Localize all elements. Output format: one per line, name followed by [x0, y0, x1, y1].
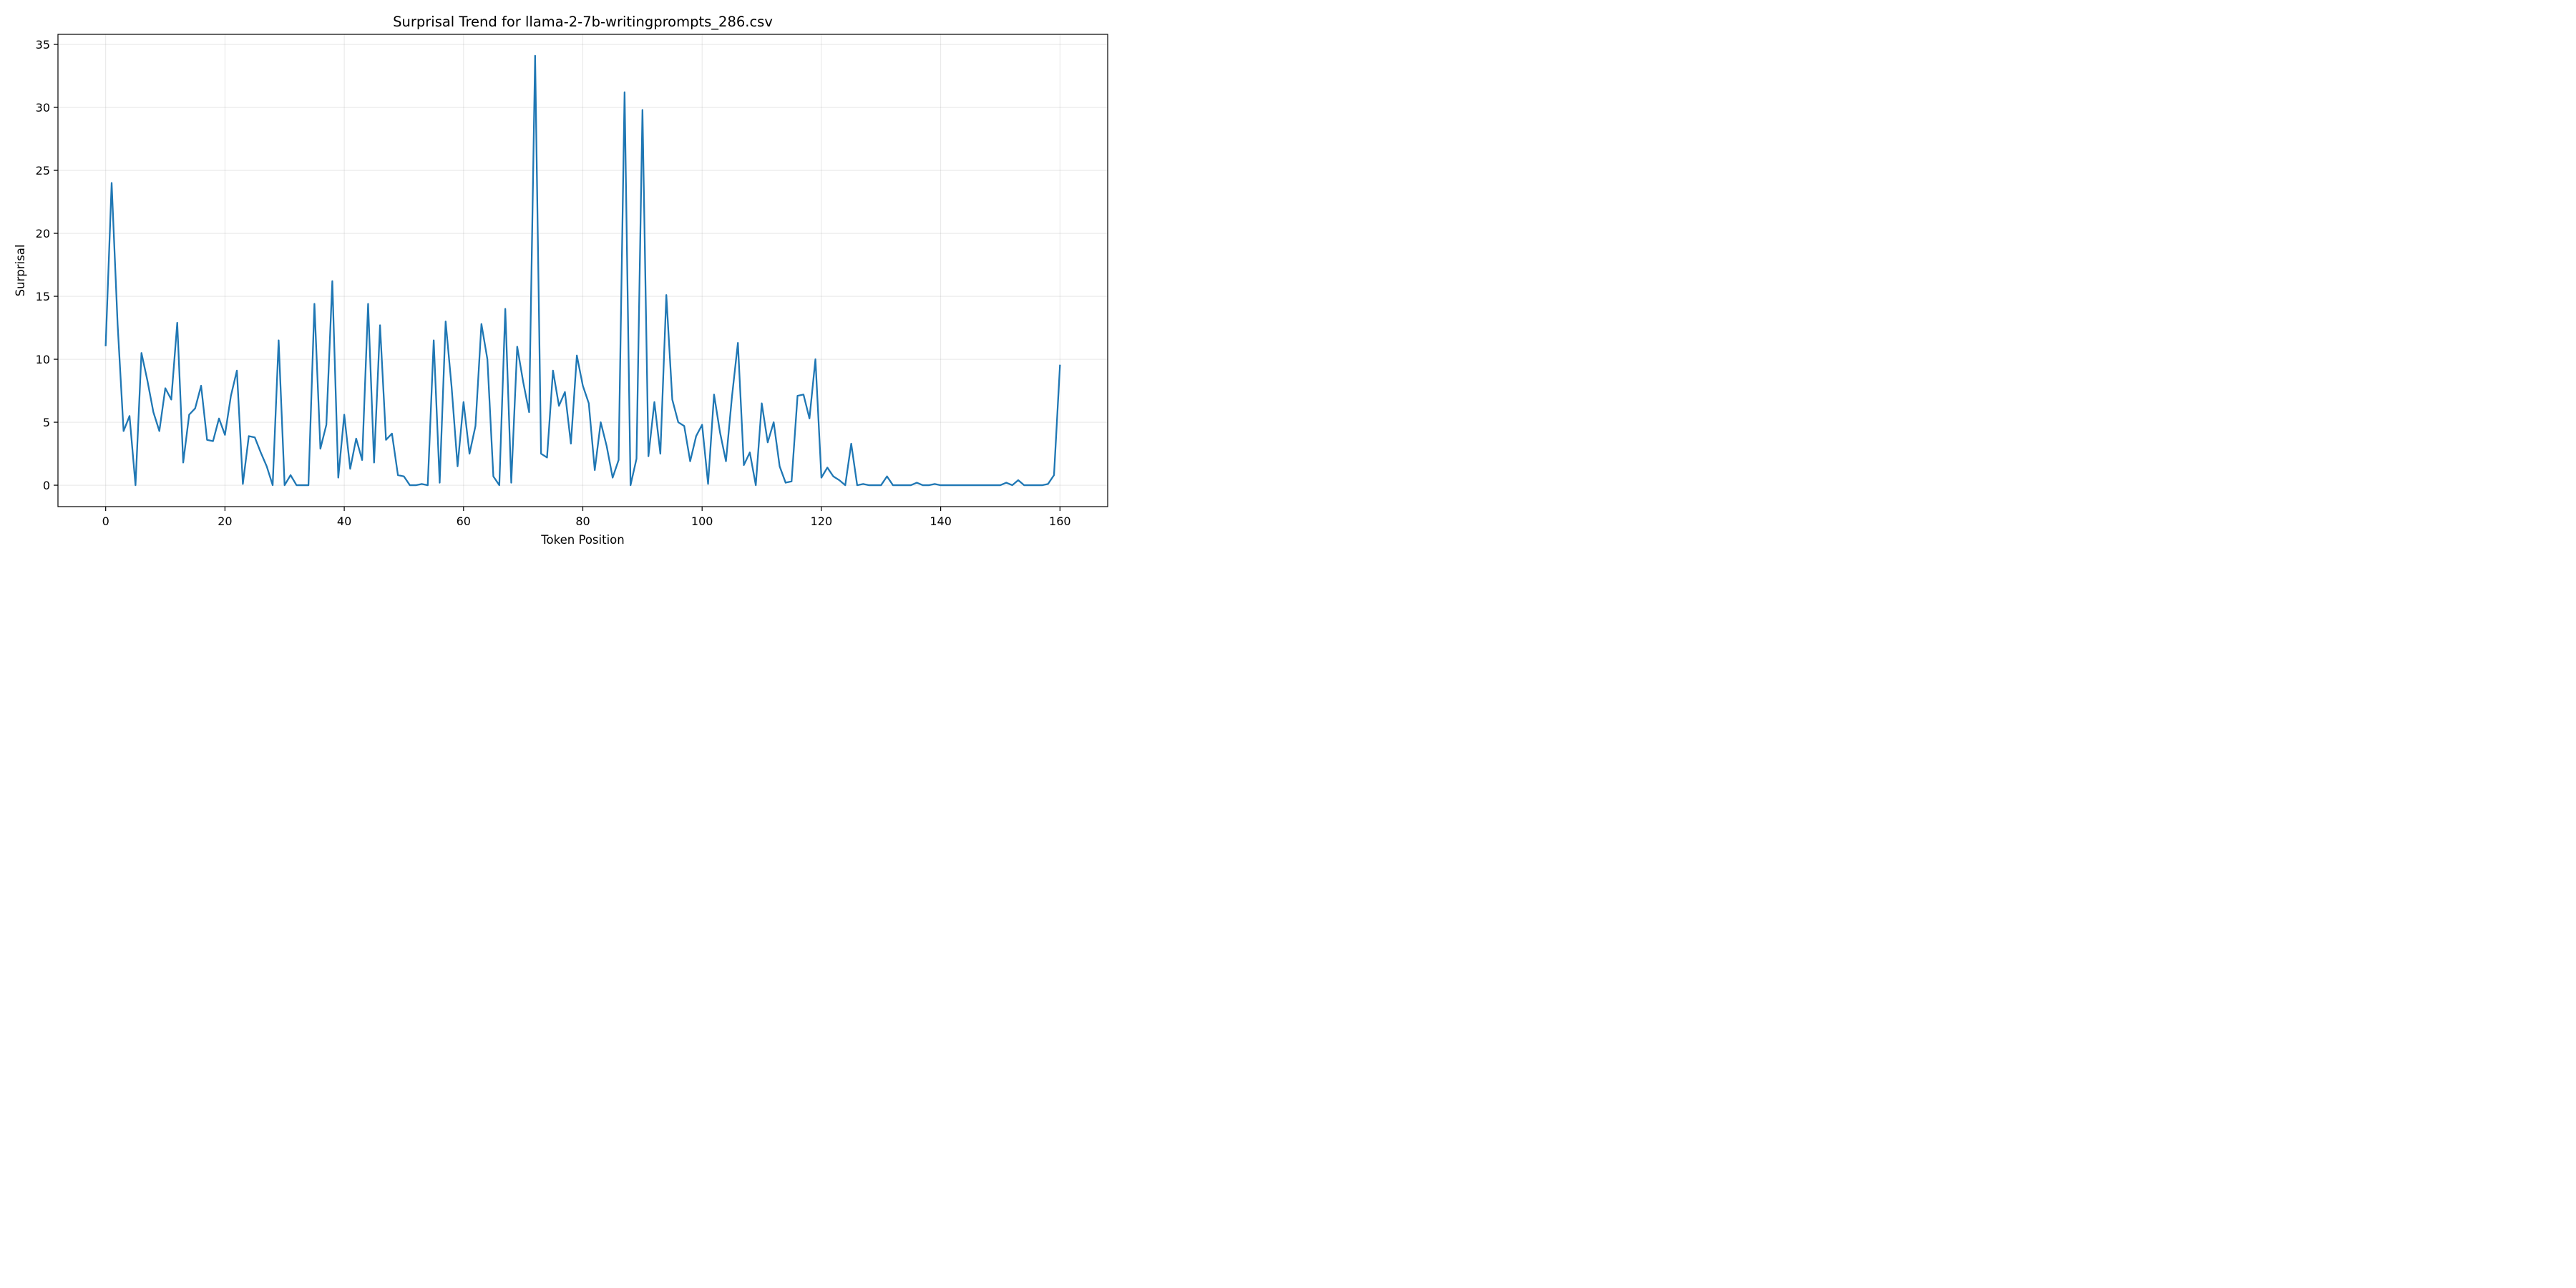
x-tick-label: 100 [691, 514, 713, 528]
surprisal-line-chart: 0 20 40 60 80 100 120 140 160 0 5 10 15 20 25 30 35 Surp… [0, 0, 1122, 561]
y-tick-label: 30 [36, 101, 50, 114]
x-tick-label: 140 [930, 514, 952, 528]
x-tick-label: 60 [457, 514, 471, 528]
series-layer [104, 54, 1061, 487]
surprisal-series-line [104, 54, 1061, 487]
y-tick-label: 25 [36, 164, 50, 177]
y-tick-label: 10 [36, 353, 50, 366]
x-tick-label: 120 [811, 514, 833, 528]
x-tick-label: 160 [1049, 514, 1071, 528]
y-tick-label: 0 [43, 479, 50, 492]
figure-background [0, 0, 1122, 561]
x-tick-label: 20 [218, 514, 232, 528]
y-tick-label: 15 [36, 290, 50, 303]
x-tick-label: 0 [102, 514, 109, 528]
y-tick-label: 35 [36, 38, 50, 52]
x-axis-title: Token Position [540, 533, 624, 547]
x-tick-label: 40 [337, 514, 351, 528]
chart-title: Surprisal Trend for llama-2-7b-writingpr… [393, 14, 773, 30]
x-tick-label: 80 [575, 514, 590, 528]
axis-ticks: 0 20 40 60 80 100 120 140 160 0 5 10 15 20 25 30 35 [36, 38, 1071, 528]
y-tick-label: 20 [36, 227, 50, 240]
y-axis-title: Surprisal [14, 245, 27, 297]
y-tick-label: 5 [43, 416, 50, 429]
